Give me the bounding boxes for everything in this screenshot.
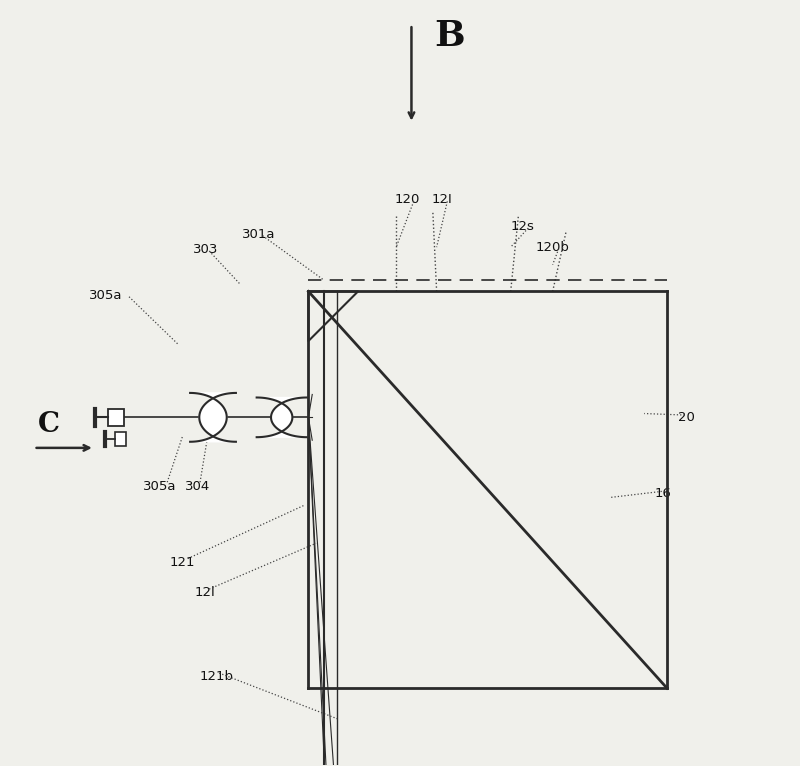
Text: C: C (38, 411, 59, 438)
Text: 121: 121 (170, 556, 195, 569)
Bar (114, 432, 126, 446)
Polygon shape (190, 393, 236, 442)
Text: 16: 16 (655, 487, 672, 500)
Text: 305a: 305a (90, 289, 123, 302)
Text: 12l: 12l (195, 587, 216, 599)
Text: 304: 304 (185, 480, 210, 493)
Text: 120b: 120b (536, 241, 570, 254)
Text: 12I: 12I (432, 193, 452, 206)
Text: 12s: 12s (510, 220, 534, 233)
Polygon shape (257, 398, 306, 437)
Text: 20: 20 (678, 411, 694, 424)
Text: 121b: 121b (200, 670, 234, 683)
Bar (109, 409, 124, 426)
Text: B: B (434, 18, 465, 53)
Text: 120: 120 (395, 193, 420, 206)
Text: 303: 303 (193, 243, 218, 256)
Text: 301a: 301a (242, 228, 275, 241)
Text: 305a: 305a (143, 480, 176, 493)
